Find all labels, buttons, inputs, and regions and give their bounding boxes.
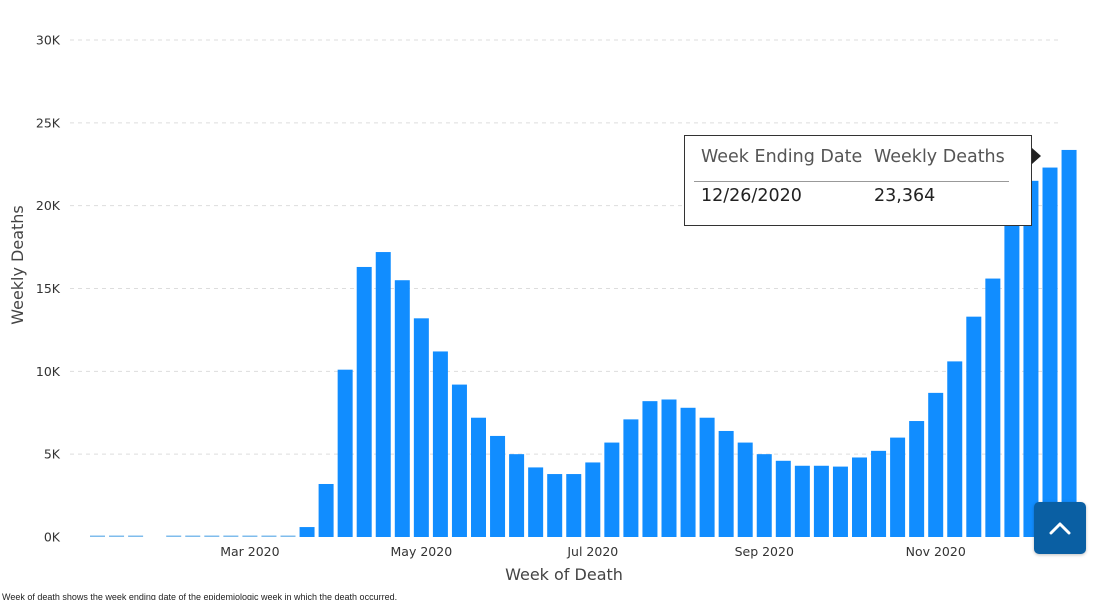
bar[interactable] — [585, 462, 601, 537]
bar[interactable] — [185, 535, 201, 538]
bar[interactable] — [547, 474, 563, 537]
bar[interactable] — [852, 457, 867, 537]
bar[interactable] — [623, 419, 639, 537]
bar[interactable] — [318, 483, 334, 537]
x-axis-label: Week of Death — [505, 565, 623, 584]
bar[interactable] — [966, 316, 982, 537]
bar[interactable] — [261, 535, 277, 538]
y-tick-label: 0K — [44, 530, 61, 545]
gridlines — [70, 39, 1060, 455]
tooltip-pointer — [1032, 148, 1041, 164]
bar[interactable] — [451, 384, 467, 537]
bar[interactable] — [337, 369, 353, 537]
bar[interactable] — [699, 417, 715, 537]
bar[interactable] — [775, 460, 791, 537]
bar[interactable] — [90, 535, 105, 538]
x-tick-label: Nov 2020 — [906, 544, 966, 559]
bar[interactable] — [242, 535, 258, 538]
tooltip-value-date: 12/26/2020 — [701, 186, 802, 206]
bar[interactable] — [528, 467, 544, 537]
bar[interactable] — [909, 421, 925, 537]
bar[interactable] — [566, 474, 582, 537]
bar[interactable] — [642, 401, 658, 537]
bar[interactable] — [928, 392, 944, 537]
bar[interactable] — [471, 417, 486, 537]
tooltip-value-deaths: 23,364 — [874, 186, 936, 206]
x-tick-label: Sep 2020 — [735, 544, 794, 559]
scroll-to-top-button[interactable] — [1034, 502, 1086, 554]
bar[interactable] — [756, 454, 772, 537]
x-tick-label: May 2020 — [391, 544, 453, 559]
bar[interactable] — [604, 442, 620, 537]
y-axis-label: Weekly Deaths — [8, 205, 27, 325]
x-tick-label: Mar 2020 — [220, 544, 279, 559]
bar[interactable] — [280, 535, 296, 538]
bar[interactable] — [794, 465, 810, 537]
bar[interactable] — [394, 280, 410, 537]
chevron-up-icon — [1049, 522, 1071, 535]
y-tick-label: 25K — [36, 115, 61, 130]
bar[interactable] — [680, 407, 696, 537]
bar[interactable] — [490, 435, 506, 537]
bar[interactable] — [871, 450, 887, 537]
bar[interactable] — [1023, 180, 1039, 538]
bar[interactable] — [1004, 222, 1020, 537]
bar[interactable] — [356, 266, 372, 537]
x-tick-label: Jul 2020 — [566, 544, 618, 559]
y-axis-ticks: 0K 5K 10K 15K 20K 25K 30K — [36, 33, 61, 545]
footnote-text: Week of death shows the week ending date… — [2, 592, 398, 600]
bar[interactable] — [661, 399, 677, 537]
bar[interactable] — [890, 437, 906, 537]
y-tick-label: 10K — [36, 364, 61, 379]
bar[interactable] — [223, 535, 239, 538]
tooltip: Week Ending Date Weekly Deaths 12/26/202… — [684, 135, 1032, 226]
y-tick-label: 30K — [36, 33, 61, 48]
bar[interactable] — [299, 527, 315, 537]
bar[interactable] — [432, 351, 448, 537]
x-axis-ticks: Mar 2020 May 2020 Jul 2020 Sep 2020 Nov 2020 — [220, 544, 966, 559]
bar[interactable] — [109, 535, 125, 538]
tooltip-header-deaths: Weekly Deaths — [874, 147, 1005, 167]
bars — [90, 149, 1077, 538]
bar[interactable] — [1061, 149, 1077, 537]
y-tick-label: 20K — [36, 198, 61, 213]
tooltip-divider — [694, 181, 1009, 182]
bar[interactable] — [737, 442, 753, 537]
y-tick-label: 5K — [44, 447, 61, 462]
bar[interactable] — [128, 535, 144, 538]
bar[interactable] — [1042, 167, 1058, 537]
bar[interactable] — [718, 430, 734, 537]
bar[interactable] — [509, 454, 525, 537]
bar[interactable] — [985, 278, 1001, 537]
bar[interactable] — [204, 535, 220, 538]
bar[interactable] — [832, 466, 848, 537]
footnote: Week of death shows the week ending date… — [2, 592, 602, 600]
tooltip-header-date: Week Ending Date — [701, 147, 863, 167]
bar[interactable] — [375, 252, 391, 537]
bar[interactable] — [813, 465, 829, 537]
bar[interactable] — [947, 361, 963, 537]
y-tick-label: 15K — [36, 281, 61, 296]
bar[interactable] — [413, 318, 429, 537]
bar[interactable] — [166, 535, 182, 538]
